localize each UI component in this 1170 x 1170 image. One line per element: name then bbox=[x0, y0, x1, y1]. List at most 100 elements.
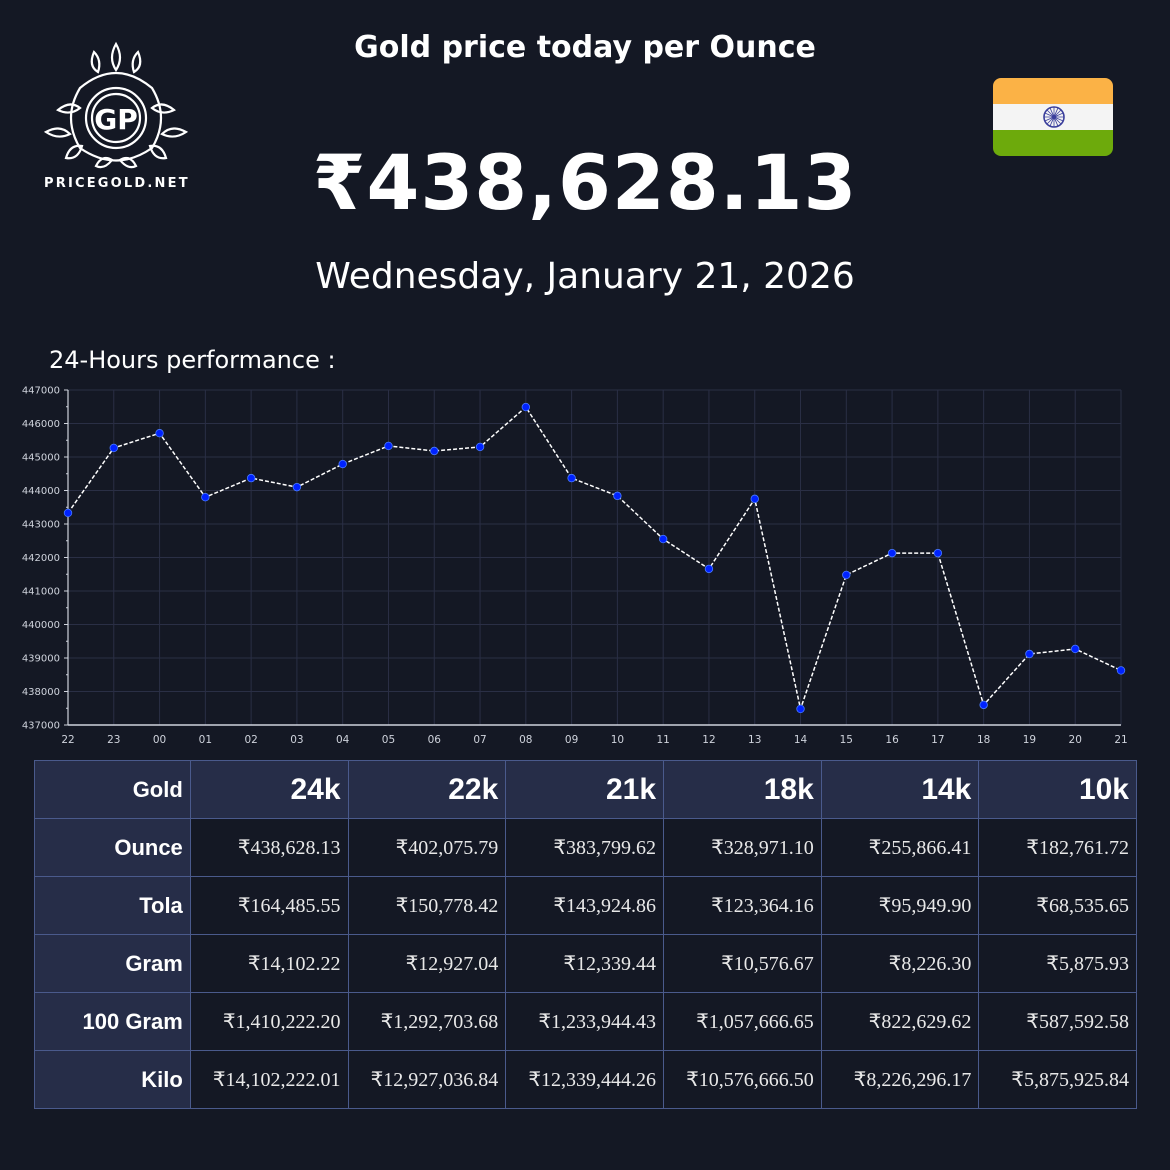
table-row: Kilo ₹14,102,222.01 ₹12,927,036.84 ₹12,339,… bbox=[34, 1050, 1137, 1109]
table-row: Gram ₹14,102.22 ₹12,927.04 ₹12,339.44 ₹10,57… bbox=[34, 934, 1137, 993]
column-header: 22k bbox=[347, 760, 507, 819]
ashoka-chakra-icon bbox=[1043, 106, 1065, 128]
x-tick-label: 23 bbox=[107, 734, 120, 746]
india-flag-icon bbox=[993, 78, 1113, 156]
price-cell: ₹143,924.86 bbox=[505, 876, 665, 935]
price-cell: ₹5,875.93 bbox=[978, 934, 1137, 993]
price-cell: ₹12,927.04 bbox=[347, 934, 507, 993]
logo-text: PRICEGOLD.NET bbox=[44, 176, 190, 191]
data-point-marker bbox=[338, 459, 347, 469]
data-point-marker bbox=[430, 446, 439, 456]
y-tick-label: 441000 bbox=[22, 587, 60, 598]
x-tick-label: 03 bbox=[290, 734, 303, 746]
data-point-marker bbox=[1071, 644, 1080, 654]
price-cell: ₹10,576.67 bbox=[663, 934, 822, 993]
row-label: Ounce bbox=[34, 818, 191, 877]
x-tick-label: 14 bbox=[794, 734, 808, 746]
column-header: 18k bbox=[663, 760, 822, 819]
x-tick-label: 13 bbox=[748, 734, 761, 746]
price-cell: ₹182,761.72 bbox=[978, 818, 1137, 877]
price-cell: ₹1,057,666.65 bbox=[663, 992, 822, 1051]
data-point-marker bbox=[475, 442, 485, 452]
data-point-marker bbox=[292, 482, 302, 492]
x-tick-label: 17 bbox=[931, 734, 944, 746]
price-cell: ₹123,364.16 bbox=[663, 876, 822, 935]
x-tick-label: 10 bbox=[611, 734, 624, 746]
price-line bbox=[67, 405, 1122, 712]
price-cell: ₹255,866.41 bbox=[820, 818, 980, 877]
data-point-marker bbox=[155, 429, 164, 438]
data-point-marker bbox=[109, 443, 118, 453]
x-tick-label: 12 bbox=[702, 734, 715, 746]
price-cell: ₹12,339,444.26 bbox=[505, 1050, 665, 1109]
x-tick-label: 15 bbox=[840, 734, 853, 746]
x-tick-label: 20 bbox=[1069, 734, 1082, 746]
y-tick-label: 446000 bbox=[22, 419, 60, 430]
y-tick-label: 444000 bbox=[22, 486, 60, 497]
x-tick-label: 09 bbox=[565, 734, 578, 746]
row-label: Kilo bbox=[34, 1050, 191, 1109]
y-tick-label: 445000 bbox=[22, 453, 60, 464]
price-cell: ₹5,875,925.84 bbox=[978, 1050, 1137, 1109]
row-label: 100 Gram bbox=[34, 992, 191, 1051]
price-cell: ₹14,102.22 bbox=[189, 934, 349, 993]
data-point-marker bbox=[842, 570, 851, 580]
current-price: ₹438,628.13 bbox=[312, 138, 858, 227]
y-tick-label: 438000 bbox=[22, 687, 60, 698]
gold-price-table: Gold 24k 22k 21k 18k 14k 10k Ounce ₹438,6… bbox=[34, 760, 1137, 1109]
data-point-marker bbox=[796, 704, 805, 714]
price-cell: ₹12,927,036.84 bbox=[347, 1050, 507, 1109]
table-row: Tola ₹164,485.55 ₹150,778.42 ₹143,924.86 ₹12… bbox=[34, 876, 1137, 935]
column-header: 10k bbox=[978, 760, 1137, 819]
table-row: 100 Gram ₹1,410,222.20 ₹1,292,703.68 ₹1,233… bbox=[34, 992, 1137, 1051]
page-title: Gold price today per Ounce bbox=[354, 30, 816, 65]
table-corner-label: Gold bbox=[34, 760, 191, 819]
price-cell: ₹587,592.58 bbox=[978, 992, 1137, 1051]
y-tick-label: 443000 bbox=[22, 520, 60, 531]
data-point-marker bbox=[384, 441, 393, 451]
x-tick-label: 21 bbox=[1114, 734, 1127, 746]
x-tick-label: 06 bbox=[428, 734, 442, 746]
y-tick-label: 437000 bbox=[22, 721, 60, 732]
table-row: Ounce ₹438,628.13 ₹402,075.79 ₹383,799.62 ₹3… bbox=[34, 818, 1137, 877]
column-header: 14k bbox=[820, 760, 980, 819]
data-point-marker bbox=[979, 700, 988, 710]
x-tick-label: 11 bbox=[656, 734, 669, 746]
x-tick-label: 16 bbox=[885, 734, 899, 746]
price-cell: ₹10,576,666.50 bbox=[663, 1050, 822, 1109]
data-point-marker bbox=[613, 491, 622, 501]
row-label: Gram bbox=[34, 934, 191, 993]
data-point-marker bbox=[1116, 666, 1126, 675]
y-tick-label: 439000 bbox=[22, 654, 60, 665]
price-cell: ₹95,949.90 bbox=[820, 876, 980, 935]
price-cell: ₹1,410,222.20 bbox=[189, 992, 349, 1051]
price-cell: ₹14,102,222.01 bbox=[189, 1050, 349, 1109]
price-cell: ₹383,799.62 bbox=[505, 818, 665, 877]
price-cell: ₹68,535.65 bbox=[978, 876, 1137, 935]
data-point-marker bbox=[750, 494, 759, 504]
data-point-marker bbox=[658, 534, 668, 544]
x-tick-label: 22 bbox=[61, 734, 74, 746]
pricegold-logo: GP bbox=[40, 38, 195, 198]
price-cell: ₹1,292,703.68 bbox=[347, 992, 507, 1051]
x-tick-label: 08 bbox=[519, 734, 532, 746]
x-tick-label: 05 bbox=[382, 734, 395, 746]
price-cell: ₹328,971.10 bbox=[663, 818, 822, 877]
data-point-marker bbox=[201, 493, 210, 502]
x-tick-label: 07 bbox=[473, 734, 486, 746]
price-cell: ₹8,226.30 bbox=[820, 934, 980, 993]
y-tick-label: 447000 bbox=[22, 386, 60, 397]
column-header: 24k bbox=[189, 760, 349, 819]
data-point-marker bbox=[704, 564, 714, 574]
column-header: 21k bbox=[505, 760, 665, 819]
y-tick-label: 440000 bbox=[22, 620, 60, 631]
x-tick-label: 19 bbox=[1023, 734, 1036, 746]
data-point-marker bbox=[1025, 649, 1034, 659]
laurel-wreath-icon: GP bbox=[43, 41, 189, 169]
price-date: Wednesday, January 21, 2026 bbox=[315, 256, 855, 297]
x-tick-label: 04 bbox=[336, 734, 350, 746]
price-cell: ₹438,628.13 bbox=[189, 818, 349, 877]
y-tick-label: 442000 bbox=[22, 553, 60, 564]
data-point-marker bbox=[567, 473, 576, 483]
x-tick-label: 01 bbox=[199, 734, 212, 746]
